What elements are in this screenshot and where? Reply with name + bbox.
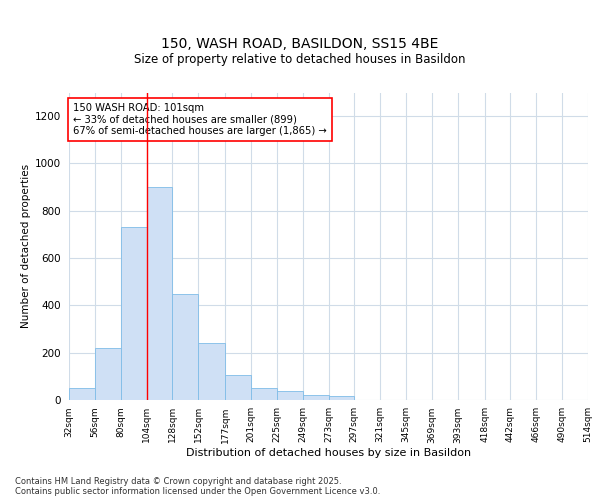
Bar (146, 187, 172, 400)
Bar (302, 396, 329, 400)
Bar (198, 343, 225, 400)
Bar (251, 388, 277, 400)
Text: Size of property relative to detached houses in Basildon: Size of property relative to detached ho… (134, 53, 466, 66)
Bar (95, 348, 121, 400)
Bar (225, 375, 251, 400)
Bar (172, 294, 198, 400)
Bar (329, 396, 355, 400)
Text: Contains HM Land Registry data © Crown copyright and database right 2025.
Contai: Contains HM Land Registry data © Crown c… (15, 476, 380, 496)
X-axis label: Distribution of detached houses by size in Basildon: Distribution of detached houses by size … (186, 448, 471, 458)
Text: 150 WASH ROAD: 101sqm
← 33% of detached houses are smaller (899)
67% of semi-det: 150 WASH ROAD: 101sqm ← 33% of detached … (73, 103, 327, 136)
Bar (277, 390, 302, 400)
Bar (69, 388, 95, 400)
Text: 150, WASH ROAD, BASILDON, SS15 4BE: 150, WASH ROAD, BASILDON, SS15 4BE (161, 37, 439, 51)
Y-axis label: Number of detached properties: Number of detached properties (21, 164, 31, 328)
Bar (121, 228, 146, 400)
